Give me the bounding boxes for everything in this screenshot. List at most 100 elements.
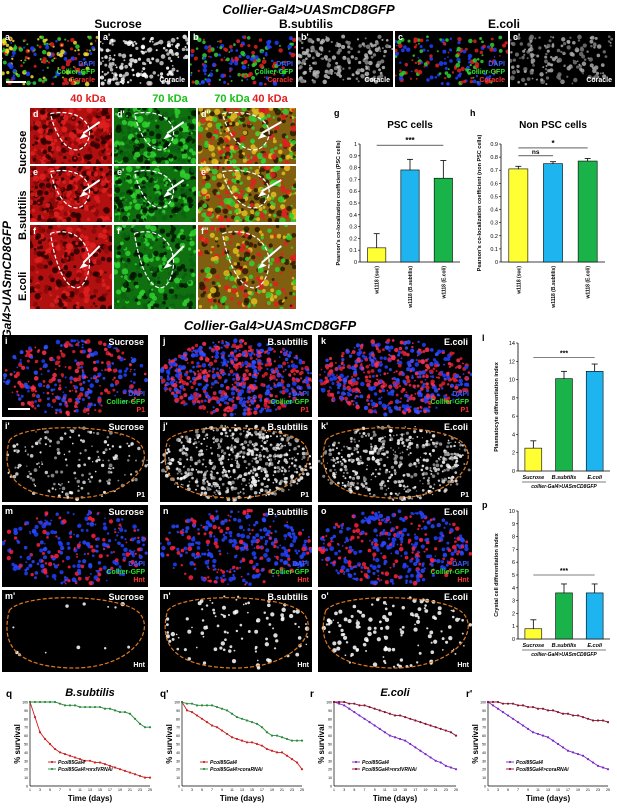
series-point-0 <box>424 752 427 756</box>
scale-bar <box>6 81 26 83</box>
x-axis-label: collier-Gal4>UASmCD8GFP <box>531 484 597 490</box>
panel-letter-j: j <box>163 336 166 346</box>
stain-legend-j: DAPI Collier-GFP P1 <box>270 391 309 415</box>
micrograph-f3: f'' <box>198 225 296 309</box>
sig-label: *** <box>560 568 568 575</box>
y-tick-label: 20 <box>176 768 180 772</box>
mw-green-1: 70 kDa <box>152 93 188 105</box>
stain-label-hnt: Hnt <box>133 577 145 584</box>
stain-label-p1: P1 <box>300 407 309 414</box>
series-point-1 <box>270 734 274 737</box>
micrograph-a: a DAPI Collier-GFP Coracle <box>2 31 98 87</box>
series-point-1 <box>68 704 72 707</box>
y-tick-label: 10 <box>176 776 180 780</box>
bar-0 <box>524 447 543 472</box>
y-tick-label: 10 <box>328 776 332 780</box>
legend-label-1: Pcol85Gal4>coraRNAi <box>516 767 569 773</box>
series-line-1 <box>334 701 457 736</box>
series-point-1 <box>58 702 62 705</box>
micrograph-f2: f' <box>114 225 196 309</box>
legend-label-0: Pcol85Gal4 <box>362 760 389 766</box>
series-point-0 <box>123 769 127 772</box>
x-tick-label: 19 <box>270 788 274 792</box>
series-point-0 <box>205 721 209 724</box>
series-point-0 <box>215 726 219 729</box>
series-point-1 <box>190 702 194 705</box>
series-point-0 <box>516 721 520 724</box>
series-point-1 <box>444 729 447 732</box>
series-point-0 <box>88 759 92 762</box>
x-tick-label: 5 <box>201 788 203 792</box>
y-tick-label: 90 <box>328 709 332 713</box>
series-point-1 <box>38 700 42 704</box>
series-point-0 <box>506 714 510 717</box>
condition-label-j2: B.subtilis <box>267 422 308 432</box>
x-tick-label: 5 <box>49 788 51 792</box>
series-point-1 <box>358 704 361 707</box>
legend-marker-0 <box>202 760 206 764</box>
y-axis-label: Plasmatocyte differentiation index <box>494 361 500 451</box>
row-label-sucrose: Sucrose <box>17 130 29 174</box>
series-point-1 <box>128 712 132 715</box>
series-point-0 <box>363 717 366 720</box>
series-point-1 <box>454 734 458 737</box>
condition-label-o2: E.coli <box>443 592 468 602</box>
series-point-1 <box>185 702 189 705</box>
series-point-0 <box>138 774 142 778</box>
y-axis-label: Crystal cell differentiation index <box>494 532 500 616</box>
series-point-0 <box>586 758 590 761</box>
series-point-0 <box>521 724 525 727</box>
series-point-1 <box>332 700 336 704</box>
series-point-0 <box>185 709 189 712</box>
x-tick-label: 19 <box>576 788 580 792</box>
series-point-1 <box>378 709 381 712</box>
series-point-0 <box>200 717 204 720</box>
y-tick-label: 3 <box>512 599 515 605</box>
y-tick-label: 9 <box>512 522 515 528</box>
y-tick-label: 30 <box>328 759 332 763</box>
stain-label-coracle: Coracle <box>69 77 95 84</box>
row-label-ecoli: E.coli <box>17 271 29 301</box>
series-point-0 <box>546 736 550 739</box>
category-label: w1118 (suc) <box>375 266 381 295</box>
x-tick-label: 17 <box>413 788 417 792</box>
chart-title: PSC cells <box>387 120 433 131</box>
stain-label-dapi: DAPI <box>452 391 469 398</box>
bar-0 <box>367 247 387 263</box>
stain-label-dapi: DAPI <box>78 61 95 68</box>
micrograph-j2: j' B.subtilis P1 <box>160 420 312 502</box>
x-tick-label: 1 <box>181 788 183 792</box>
x-tick-label: 9 <box>374 788 376 792</box>
stain-legend-i: DAPI Collier-GFP P1 <box>106 391 145 415</box>
stain-label-gfp: Collier-GFP <box>56 69 95 76</box>
y-tick-label: 60 <box>482 734 486 738</box>
x-tick-label: 5 <box>507 788 509 792</box>
condition-label-m2: Sucrose <box>108 592 144 602</box>
x-tick-label: 21 <box>434 788 438 792</box>
panel-letter-q: q <box>6 689 13 700</box>
stain-label-p1: P1 <box>460 492 469 499</box>
x-tick-label: 9 <box>527 788 529 792</box>
series-point-1 <box>205 704 209 707</box>
y-tick-label: 20 <box>24 768 28 772</box>
series-point-0 <box>43 737 47 741</box>
y-tick-label: 0 <box>178 785 180 789</box>
stain-label-p1: P1 <box>460 407 469 414</box>
x-axis-label: Time (days) <box>526 794 571 803</box>
series-point-1 <box>486 700 490 704</box>
series-point-1 <box>280 736 284 739</box>
series-point-0 <box>265 747 269 751</box>
stain-label-p1: P1 <box>300 492 309 499</box>
micrograph-n2: n' B.subtilis Hnt <box>160 590 312 672</box>
x-axis-label: Time (days) <box>220 794 265 803</box>
series-point-0 <box>210 724 214 727</box>
legend-marker-1 <box>202 767 206 771</box>
y-tick-label: 50 <box>176 743 180 747</box>
series-point-0 <box>439 761 442 764</box>
series-point-0 <box>78 758 82 761</box>
legend-label-1: Pcol85Gal4>nrxIVRNAi <box>58 767 113 773</box>
series-point-0 <box>128 771 132 774</box>
series-point-0 <box>33 716 37 719</box>
y-tick-label: 70 <box>482 726 486 730</box>
